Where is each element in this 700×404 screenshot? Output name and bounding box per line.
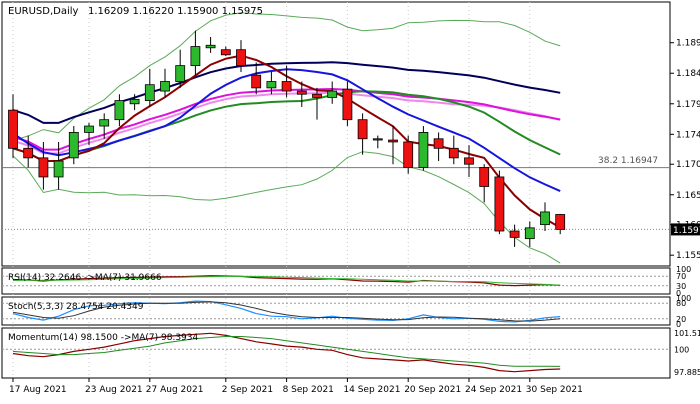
stoch-axis-label: 0 [676,320,681,329]
bull-candle [129,98,140,105]
bear-candle [555,214,566,230]
bear-candle [38,157,49,178]
momentum-axis-label: 101.5162 [674,329,700,338]
rsi-label: RSI(14) 32.2646 ->MA(7) 31.9666 [8,273,162,283]
bull-candle [114,100,125,121]
bear-candle [448,147,459,159]
bear-candle [281,81,292,92]
stoch-axis-label: 80 [676,299,686,308]
fib-level-label: 38.2 1.16947 [598,156,658,166]
indicators-layer [2,275,670,373]
rsi-ma-line [12,275,561,286]
axes-layer: 1.18910 1.18430 1.17950 1.17470 1.17000 1.165… [9,39,700,395]
bear-candle [220,49,231,56]
bull-candle [266,81,277,89]
bear-candle [8,109,18,149]
rsi-axis-label: 100 [676,265,691,274]
rsi-axis-label: 0 [676,289,681,298]
bull-candle [524,227,535,240]
stoch-d-line [12,301,561,322]
bull-candle [144,84,155,102]
momentum-ma-line [12,336,561,367]
date-axis-label: 14 Sep 2021 [343,385,400,395]
bull-candle [175,65,186,82]
bull-candle [68,132,79,159]
bull-candle [327,90,338,98]
momentum-panel-frame [1,327,671,379]
bull-candle [99,119,110,127]
navy-moving-average [12,61,561,124]
bollinger-upper [12,12,561,142]
bear-candle [236,49,246,67]
momentum-line [12,332,561,373]
bull-candle [53,160,64,178]
date-axis-label: 27 Aug 2021 [146,385,204,395]
bear-candle [494,176,505,232]
date-axis-label: 24 Sep 2021 [465,385,522,395]
symbol-label: EURUSD,Daily [8,6,79,17]
date-axis-label: 23 Aug 2021 [85,385,143,395]
last-price-text: 1.15975 [673,226,700,236]
bear-candle [342,88,353,121]
stoch-label: Stoch(5,3,3) 28.4754 20.4349 [8,302,144,312]
bear-candle [403,141,414,168]
date-axis-label: 2 Sep 2021 [222,385,273,395]
bear-candle [312,93,322,98]
bull-candle [190,46,201,67]
bear-candle [509,230,520,238]
momentum-axis-label: 97.8851 [674,368,700,377]
bear-candle [296,90,307,95]
momentum-label: Momentum(14) 98.1500 ->MA(7) 98.3934 [8,333,199,343]
bear-candle [464,157,474,165]
bull-candle [418,132,429,168]
bull-candle [160,81,170,92]
bull-candle [205,44,216,49]
rsi-axis-label: 70 [676,272,686,281]
momentum-axis-label: 100 [674,345,689,354]
price-axis-label: 1.17000 [676,160,700,170]
price-axis-label: 1.17470 [676,130,700,140]
bear-candle [23,147,34,159]
bear-candle [372,138,383,141]
bear-candle [479,166,490,187]
price-axis-label: 1.17950 [676,100,700,110]
candles-layer [8,30,566,247]
price-axis-label: 1.18430 [676,69,700,79]
bear-candle [251,74,262,89]
stoch-axis-label: 20 [676,315,686,324]
date-axis-label: 20 Sep 2021 [404,385,461,395]
bear-candle [388,139,398,143]
date-axis-label: 30 Sep 2021 [526,385,583,395]
date-axis-label: 8 Sep 2021 [283,385,334,395]
ohlc-label: 1.16209 1.16220 1.15900 1.15975 [88,6,263,17]
stoch-panel-frame [1,296,671,326]
date-axis-label: 17 Aug 2021 [9,385,67,395]
bull-candle [84,125,94,133]
price-axis-label: 1.15570 [676,251,700,261]
rsi-axis-label: 30 [676,282,686,291]
bear-candle [433,138,444,149]
price-axis-label: 1.16520 [676,191,700,201]
rsi-panel-frame [1,267,671,295]
stoch-axis-label: 100 [676,294,691,303]
last-price-tag [671,223,700,236]
bollinger-lower [12,151,561,264]
bear-candle [357,119,368,140]
bull-candle [540,211,550,226]
price-axis-label: 1.18910 [676,39,700,49]
